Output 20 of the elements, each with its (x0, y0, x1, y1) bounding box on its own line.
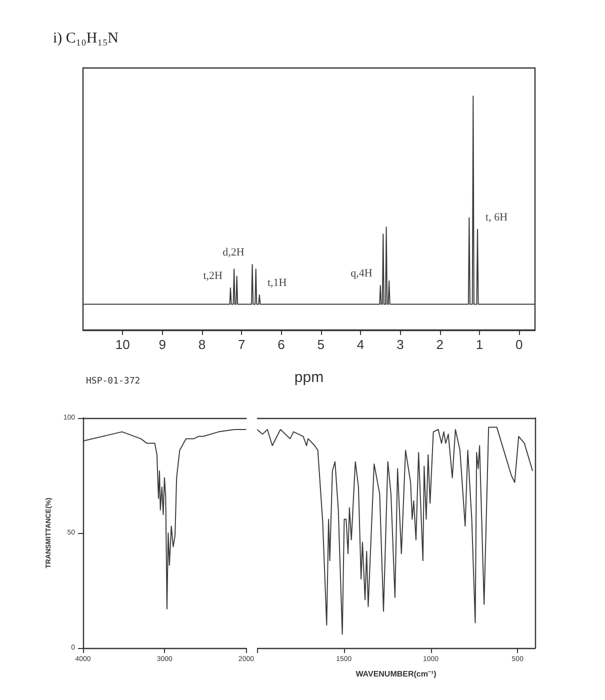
annotation: t,2H (203, 270, 223, 282)
text: HSP-01-372 (86, 376, 140, 386)
annotation: t,1H (267, 276, 287, 289)
x-tick-label: 6 (278, 337, 285, 352)
annotation: q,4H (350, 268, 372, 280)
x-axis-title: ppm (294, 369, 324, 386)
x-tick-label: 7 (238, 337, 246, 352)
x-tick-label: 8 (198, 337, 206, 352)
x-tick-label: 0 (516, 337, 523, 352)
x-tick-label: 1 (476, 337, 484, 352)
x-tick-label: 9 (158, 337, 166, 352)
x-tick-label: 10 (115, 337, 130, 352)
annotation: d,2H (222, 246, 244, 258)
x-axis-title: WAVENUMBER(cm⁻¹) (356, 670, 436, 678)
x-tick-label: 4 (356, 337, 364, 352)
x-tick-label: 2 (436, 337, 444, 352)
annotation: t, 6H (486, 211, 508, 224)
x-tick-label: 3 (396, 337, 404, 352)
chart-title: i) C₁₀H₁₅N (53, 30, 119, 46)
x-tick-label: 5 (317, 337, 325, 352)
